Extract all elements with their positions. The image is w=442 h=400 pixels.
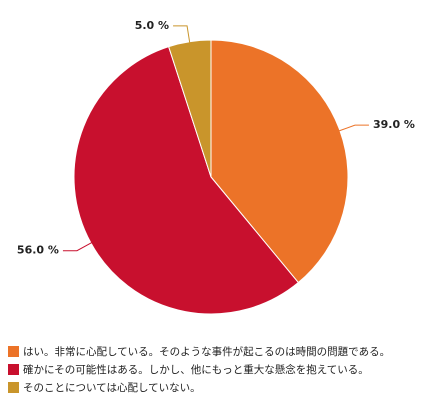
legend-label: そのことについては心配していない。 xyxy=(23,382,201,394)
legend-swatch xyxy=(8,364,19,375)
legend-label: 確かにその可能性はある。しかし、他にもっと重大な懸念を抱えている。 xyxy=(23,363,369,376)
leader-line xyxy=(62,241,93,252)
value-label: 39.0 % xyxy=(373,118,415,131)
legend-label: はい。非常に心配している。そのような事件が起こるのは時間の問題である。 xyxy=(23,345,390,358)
value-label: 56.0 % xyxy=(17,244,59,257)
value-label: 5.0 % xyxy=(135,19,169,32)
legend-swatch xyxy=(8,346,19,357)
leader-line xyxy=(337,124,369,132)
legend-swatch xyxy=(8,382,19,393)
leader-line xyxy=(173,25,191,44)
